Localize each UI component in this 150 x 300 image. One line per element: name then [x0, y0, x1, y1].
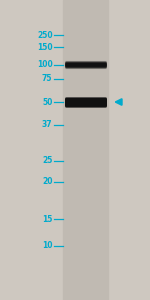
Text: 250: 250 [37, 31, 52, 40]
Text: 10: 10 [42, 242, 52, 250]
Text: 100: 100 [37, 60, 52, 69]
Text: 25: 25 [42, 156, 52, 165]
Text: 20: 20 [42, 177, 52, 186]
Text: 50: 50 [42, 98, 52, 106]
Text: 37: 37 [42, 120, 52, 129]
Bar [63, 0, 108, 300]
Text: 75: 75 [42, 74, 52, 83]
Text: 15: 15 [42, 214, 52, 224]
Text: 150: 150 [37, 43, 52, 52]
